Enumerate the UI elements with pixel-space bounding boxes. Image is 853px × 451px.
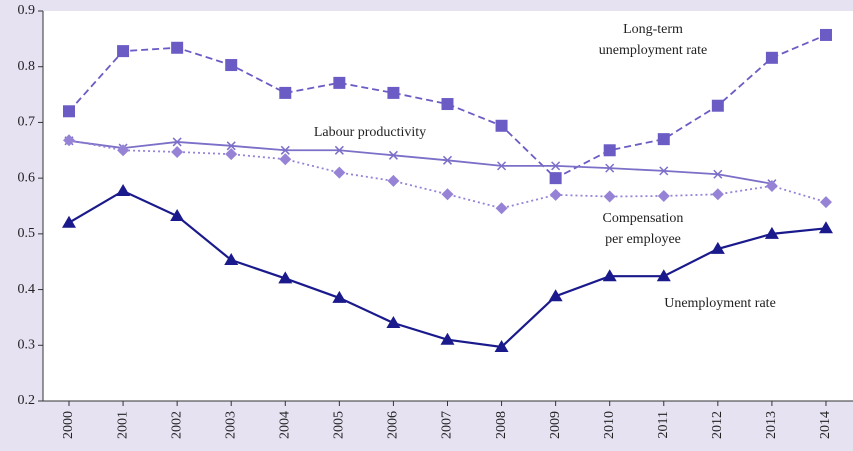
x-tick-label: 2000 — [61, 411, 76, 439]
annotation: Labour productivity — [314, 125, 426, 140]
y-tick-label: 0.7 — [18, 115, 36, 130]
point — [656, 269, 671, 282]
series-line — [68, 34, 827, 180]
point — [334, 145, 344, 155]
point — [603, 144, 616, 157]
point — [711, 99, 724, 112]
point — [659, 166, 669, 176]
x-tick-label: 2006 — [386, 411, 401, 439]
point — [226, 141, 236, 151]
y-tick-label: 0.8 — [18, 59, 36, 74]
point — [819, 28, 832, 41]
point — [711, 188, 724, 201]
point — [441, 188, 454, 201]
point — [657, 133, 670, 146]
point — [278, 271, 293, 284]
y-tick-label: 0.5 — [18, 226, 36, 241]
point — [387, 86, 400, 99]
point — [764, 226, 779, 239]
point — [440, 332, 455, 345]
x-tick-label: 2012 — [710, 411, 725, 439]
x-tick-label: 2005 — [332, 411, 347, 439]
y-tick-label: 0.6 — [18, 170, 36, 185]
x-tick-label: 2014 — [818, 411, 833, 439]
point — [63, 134, 75, 147]
point — [549, 172, 562, 185]
annotation: Compensation — [603, 211, 684, 226]
point — [172, 137, 182, 147]
point — [333, 76, 346, 89]
point — [497, 161, 507, 171]
x-tick-label: 2013 — [764, 411, 779, 439]
point — [63, 105, 75, 118]
x-tick-label: 2002 — [169, 411, 184, 439]
x-tick-label: 2003 — [223, 411, 238, 439]
point — [710, 241, 725, 254]
point — [170, 209, 185, 222]
y-tick-label: 0.9 — [18, 3, 36, 18]
annotation: per employee — [605, 232, 681, 247]
x-tick-label: 2011 — [656, 411, 671, 438]
point — [495, 119, 508, 132]
point — [495, 202, 508, 215]
point — [818, 221, 833, 234]
annotation: unemployment rate — [599, 43, 707, 58]
x-tick-label: 2008 — [494, 411, 509, 439]
x-tick-label: 2004 — [277, 411, 292, 439]
point — [171, 145, 184, 158]
point — [224, 253, 239, 266]
x-tick-label: 2009 — [548, 411, 563, 439]
y-tick-label: 0.2 — [18, 393, 36, 408]
point — [225, 59, 238, 72]
point — [332, 290, 347, 303]
point — [548, 289, 563, 302]
point — [62, 215, 76, 228]
point — [171, 41, 184, 54]
point — [549, 188, 562, 201]
series-line — [68, 139, 773, 185]
point — [117, 45, 130, 58]
annotation: Unemployment rate — [664, 296, 776, 311]
point — [441, 98, 454, 111]
x-tick-label: 2001 — [115, 411, 130, 439]
point — [279, 153, 292, 166]
point — [117, 144, 130, 157]
point — [386, 316, 401, 328]
point — [605, 163, 615, 173]
y-tick-label: 0.4 — [18, 282, 36, 297]
y-tick-label: 0.3 — [18, 338, 36, 353]
x-tick-label: 2010 — [602, 411, 617, 439]
point — [657, 189, 670, 202]
point — [387, 174, 400, 187]
point — [494, 339, 509, 352]
point — [765, 179, 778, 192]
x-tick-label: 2007 — [440, 411, 455, 439]
point — [333, 166, 346, 179]
point — [225, 148, 238, 161]
point — [602, 269, 617, 282]
point — [116, 183, 131, 196]
point — [279, 86, 292, 99]
point — [765, 51, 778, 64]
point — [388, 150, 398, 160]
annotation: Long-term — [623, 22, 683, 37]
point — [442, 155, 453, 165]
point — [603, 190, 616, 203]
point — [280, 145, 290, 155]
point — [819, 196, 832, 209]
point — [713, 169, 723, 179]
point — [551, 161, 561, 171]
